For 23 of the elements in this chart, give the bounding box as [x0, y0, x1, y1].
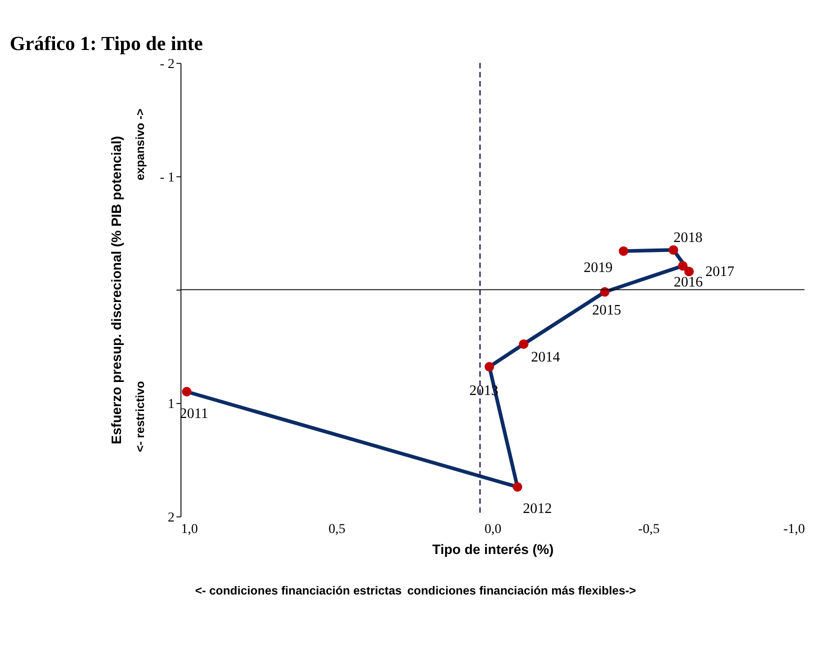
annotation: 2014 — [530, 349, 561, 366]
x-tick-label: 0,5 — [328, 521, 346, 536]
x-tick-label: 0,0 — [484, 521, 502, 536]
annotation: 2012 — [522, 501, 552, 518]
x-tick-label: 1,0 — [180, 521, 198, 536]
text: <- condiciones financiación estrictas — [195, 584, 402, 598]
y-tick-label: - 1 — [160, 169, 175, 184]
y-tick-label: 2 — [168, 509, 175, 524]
y-axis-title: Esfuerzo presup. discrecional (% PIB potencial) — [108, 136, 124, 444]
y-tick-label: - 2 — [160, 56, 175, 71]
annotation: 2019 — [584, 260, 613, 276]
x-tick-label: -1,0 — [783, 521, 806, 536]
annotation: 2015 — [592, 302, 622, 319]
x-tick-label: -0,5 — [638, 521, 660, 536]
text: condiciones financiación más flexibles-> — [407, 584, 636, 598]
text: expansivo -> — [134, 108, 148, 180]
y-tick-label: 1 — [168, 396, 175, 412]
x-axis-title: Tipo de interés (%) — [432, 542, 554, 558]
annotation: 2018 — [673, 230, 702, 246]
annotation: 2016 — [674, 274, 703, 291]
text: <- restrictivo — [134, 381, 148, 452]
annotation: 2017 — [705, 264, 734, 280]
chart-title: Gráfico 1: Tipo de inte — [10, 33, 203, 56]
